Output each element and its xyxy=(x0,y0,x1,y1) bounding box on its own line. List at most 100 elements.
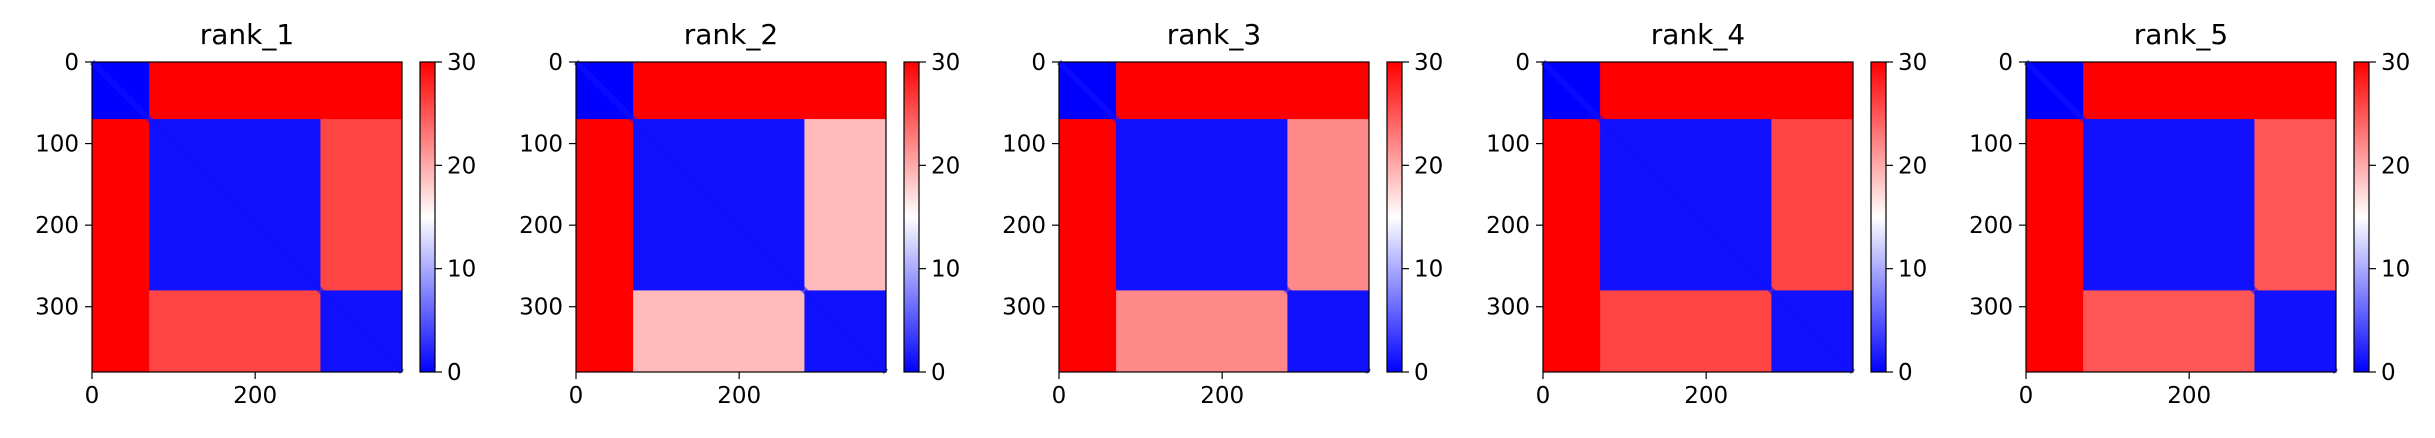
y-tick-label: 200 xyxy=(35,213,79,239)
x-tick-label: 200 xyxy=(233,383,277,409)
panel-title: rank_4 xyxy=(1651,18,1745,51)
colorbar-tick-label: 10 xyxy=(2381,257,2410,283)
heatmap-block-2-0 xyxy=(1543,290,1601,373)
y-tick-label: 200 xyxy=(1486,213,1530,239)
heatmap-cells xyxy=(1540,59,1856,375)
x-tick-label: 200 xyxy=(2167,383,2211,409)
heatmap-panel-4: rank_4 0 200 0 100 200 300 0 10 20 30 xyxy=(1486,18,1927,409)
x-tick-label: 200 xyxy=(1200,383,1244,409)
heatmap-block-0-2 xyxy=(804,62,887,120)
colorbar xyxy=(419,61,436,373)
heatmap-block-0-1 xyxy=(633,62,805,120)
y-tick-label: 100 xyxy=(1002,132,1046,158)
heatmap-block-1-0 xyxy=(576,119,634,291)
colorbar xyxy=(1386,61,1403,373)
colorbar-tick-label: 0 xyxy=(1414,360,1429,386)
heatmap-block-0-1 xyxy=(2083,62,2255,120)
heatmap-block-0-2 xyxy=(1771,62,1854,120)
heatmap-panel-1: rank_1 0 200 0 100 200 300 0 10 20 30 xyxy=(35,18,476,409)
y-tick-label: 100 xyxy=(1969,132,2013,158)
y-tick-label: 0 xyxy=(548,50,563,76)
colorbar-tick-label: 30 xyxy=(447,50,476,76)
heatmap-diagonal xyxy=(573,59,889,375)
heatmap-block-2-0 xyxy=(92,290,150,373)
heatmap-cells xyxy=(1056,59,1372,375)
x-tick-label: 0 xyxy=(85,383,100,409)
heatmap-cells xyxy=(2023,59,2339,375)
panel-title: rank_2 xyxy=(684,18,778,51)
heatmap-block-0-1 xyxy=(1600,62,1772,120)
heatmap-cells xyxy=(89,59,405,375)
heatmap-block-1-2 xyxy=(804,119,887,291)
heatmap-diagonal xyxy=(2023,59,2339,375)
colorbar-tick-label: 10 xyxy=(1414,257,1443,283)
colorbar-tick-label: 20 xyxy=(447,153,476,179)
y-tick-label: 200 xyxy=(519,213,563,239)
y-tick-label: 0 xyxy=(1515,50,1530,76)
y-tick-label: 0 xyxy=(1998,50,2013,76)
heatmap-block-1-0 xyxy=(1059,119,1117,291)
heatmap-block-1-0 xyxy=(2026,119,2084,291)
panel-title: rank_1 xyxy=(200,18,294,51)
colorbar-tick-label: 30 xyxy=(931,50,960,76)
colorbar-tick-label: 10 xyxy=(931,257,960,283)
y-tick-label: 300 xyxy=(35,295,79,321)
x-tick-label: 0 xyxy=(1536,383,1551,409)
heatmap-diagonal xyxy=(1540,59,1856,375)
colorbar xyxy=(903,61,920,373)
panel-title: rank_3 xyxy=(1167,18,1261,51)
heatmap-block-2-1 xyxy=(149,290,321,373)
colorbar-tick-label: 20 xyxy=(931,153,960,179)
x-tick-label: 200 xyxy=(717,383,761,409)
colorbar-tick-label: 30 xyxy=(1898,50,1927,76)
colorbar-tick-label: 30 xyxy=(1414,50,1443,76)
y-tick-label: 0 xyxy=(1031,50,1046,76)
y-tick-label: 300 xyxy=(1486,295,1530,321)
heatmap-panel-2: rank_2 0 200 0 100 200 300 0 10 20 30 xyxy=(519,18,960,409)
heatmap-block-0-1 xyxy=(149,62,321,120)
heatmap-block-0-2 xyxy=(1287,62,1370,120)
y-tick-label: 100 xyxy=(35,132,79,158)
y-tick-label: 200 xyxy=(1969,213,2013,239)
heatmap-block-1-0 xyxy=(1543,119,1601,291)
heatmap-cells xyxy=(573,59,889,375)
heatmap-block-1-2 xyxy=(320,119,403,291)
colorbar-tick-label: 10 xyxy=(447,257,476,283)
heatmap-frame xyxy=(91,61,403,373)
colorbar-tick-label: 0 xyxy=(931,360,946,386)
heatmap-block-2-0 xyxy=(1059,290,1117,373)
heatmap-block-2-0 xyxy=(576,290,634,373)
heatmap-diagonal xyxy=(1056,59,1372,375)
colorbar-tick-label: 20 xyxy=(1414,153,1443,179)
colorbar-tick-label: 20 xyxy=(1898,153,1927,179)
heatmap-frame xyxy=(2025,61,2337,373)
heatmap-block-0-1 xyxy=(1116,62,1288,120)
heatmap-block-0-2 xyxy=(2254,62,2337,120)
heatmap-block-2-1 xyxy=(1116,290,1288,373)
heatmap-panel-3: rank_3 0 200 0 100 200 300 0 10 20 30 xyxy=(1002,18,1443,409)
heatmap-block-1-2 xyxy=(1287,119,1370,291)
y-tick-label: 0 xyxy=(64,50,79,76)
colorbar xyxy=(1870,61,1887,373)
colorbar-tick-label: 0 xyxy=(2381,360,2396,386)
heatmap-panel-5: rank_5 0 200 0 100 200 300 0 10 20 30 xyxy=(1969,18,2410,409)
x-tick-label: 0 xyxy=(569,383,584,409)
y-tick-label: 200 xyxy=(1002,213,1046,239)
heatmap-block-2-1 xyxy=(2083,290,2255,373)
colorbar xyxy=(2353,61,2370,373)
heatmap-frame xyxy=(1058,61,1370,373)
colorbar-tick-label: 20 xyxy=(2381,153,2410,179)
y-tick-label: 300 xyxy=(1969,295,2013,321)
heatmap-frame xyxy=(575,61,887,373)
colorbar-tick-label: 30 xyxy=(2381,50,2410,76)
heatmap-block-1-0 xyxy=(92,119,150,291)
y-tick-label: 300 xyxy=(519,295,563,321)
heatmap-block-1-2 xyxy=(2254,119,2337,291)
colorbar-tick-label: 0 xyxy=(447,360,462,386)
colorbar-tick-label: 10 xyxy=(1898,257,1927,283)
heatmap-block-0-2 xyxy=(320,62,403,120)
x-tick-label: 200 xyxy=(1684,383,1728,409)
heatmap-block-2-1 xyxy=(1600,290,1772,373)
